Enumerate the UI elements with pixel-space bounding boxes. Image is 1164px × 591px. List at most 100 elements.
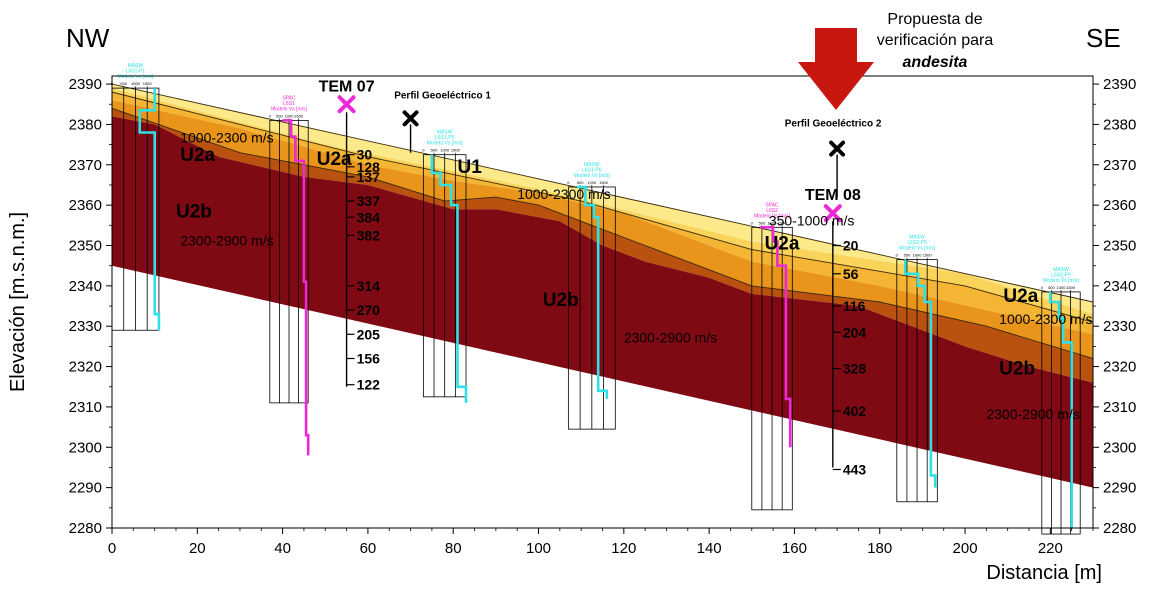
x-tick-label: 180 xyxy=(867,540,892,557)
layer-u2a_dark xyxy=(112,108,1093,383)
x-tick-label: 20 xyxy=(189,540,206,557)
unit-label: U2b xyxy=(176,201,212,222)
sounding-tick-label: 500 xyxy=(120,81,127,86)
sounding-title-line: MASW xyxy=(909,235,925,241)
tem-resistivity-value: 116 xyxy=(843,298,866,314)
sounding-title-line: L6S2-P9 xyxy=(1051,272,1071,278)
tem-resistivity-value: 30 xyxy=(357,147,373,163)
geoelectric-profile-1: Perfil Geoeléctrico 2 xyxy=(785,119,882,198)
profile-marker-x xyxy=(402,110,419,127)
velocity-profile-line xyxy=(903,259,937,488)
y-tick-label-right: 2360 xyxy=(1103,197,1136,214)
tem-soundings: TEM 0730128137337384382314270205156122TE… xyxy=(319,78,867,477)
sounding-tick-label: 1500 xyxy=(294,113,304,118)
tem-resistivity-value: 204 xyxy=(843,324,867,340)
sounding-title-line: Modelo Vs [m/s] xyxy=(1043,278,1079,284)
sounding-tick-label: 500 xyxy=(1048,285,1055,290)
velocity-profile-line xyxy=(138,88,161,331)
velocity-profile-line xyxy=(1049,291,1073,528)
velocity-range-label: 2300-2900 m/s xyxy=(180,233,273,249)
tem-resistivity-value: 337 xyxy=(357,193,381,209)
velocity-range-label: 350-1000 m/s xyxy=(769,212,855,228)
sounding-title-line: Modelo Vs [m/s] xyxy=(118,74,154,80)
y-tick-label-left: 2390 xyxy=(69,76,102,93)
profile-marker-x xyxy=(829,140,846,157)
sounding-tick-label: 1500 xyxy=(599,180,609,185)
profile-label: Perfil Geoeléctrico 1 xyxy=(394,90,491,101)
velocity-range-label: 1000-2300 m/s xyxy=(999,311,1092,327)
sounding-tick-label: 0 xyxy=(1041,285,1044,290)
velocity-profile-line xyxy=(760,226,792,448)
x-tick-label: 0 xyxy=(108,540,116,557)
tem-resistivity-value: 402 xyxy=(843,403,867,419)
y-axis-label: Elevación [m.s.n.m.] xyxy=(7,212,29,392)
y-tick-label-right: 2310 xyxy=(1103,399,1136,416)
tem-resistivity-value: 382 xyxy=(357,227,381,243)
y-tick-label-right: 2370 xyxy=(1103,157,1136,174)
x-tick-label: 80 xyxy=(445,540,462,557)
proposal-line-2: verificación para xyxy=(877,32,994,49)
geoelectric-profiles: Perfil Geoeléctrico 1 Perfil Geoeléctrico… xyxy=(394,90,882,198)
tem-resistivity-value: 205 xyxy=(357,326,381,342)
sounding-tick-label: 1000 xyxy=(768,220,778,225)
y-tick-label-left: 2290 xyxy=(69,480,102,497)
velocity-range-label: 2300-2900 m/s xyxy=(624,329,717,345)
layer-u2a_light xyxy=(112,92,1093,335)
sounding-tick-label: 0 xyxy=(422,148,425,153)
y-tick-label-left: 2310 xyxy=(69,399,102,416)
unit-label: U2b xyxy=(999,359,1035,380)
proposal-line-3: andesita xyxy=(903,54,968,71)
y-tick-label-left: 2330 xyxy=(69,318,102,335)
tem-resistivity-value: 122 xyxy=(357,377,381,393)
x-tick-label: 40 xyxy=(274,540,291,557)
tem-resistivity-value: 128 xyxy=(357,159,381,175)
sounding-tick-label: 1000 xyxy=(587,180,597,185)
sounding-tick-label: 1500 xyxy=(1066,285,1076,290)
sounding-title-line: L6S2-P5 xyxy=(907,240,927,246)
tem-resistivity-value: 328 xyxy=(843,361,867,377)
y-tick-label-left: 2300 xyxy=(69,439,102,456)
x-tick-label: 140 xyxy=(697,540,722,557)
sounding-tick-label: 1000 xyxy=(440,148,450,153)
sounding-tick-label: 0 xyxy=(896,253,899,258)
corner-nw-label: NW xyxy=(66,23,110,53)
layer-top xyxy=(112,84,1093,315)
sounding-tick-label: 1000 xyxy=(285,113,295,118)
y-tick-label-left: 2320 xyxy=(69,359,102,376)
sounding-title-line: L6S1-P1 xyxy=(126,69,146,75)
sounding-title-line: Modelo Vs [m/s] xyxy=(427,141,463,147)
sounding-tick-label: 500 xyxy=(577,180,584,185)
y-tick-label-right: 2340 xyxy=(1103,278,1136,295)
layer-u2b xyxy=(112,116,1093,488)
sounding-title-line: Modelo Vs [m/s] xyxy=(271,106,307,112)
tem-label: TEM 07 xyxy=(319,78,375,95)
sounding-title-line: MASW xyxy=(584,162,600,168)
tem-marker-x xyxy=(337,95,356,114)
velocity-range-label: 1000-2300 m/s xyxy=(517,186,610,202)
sounding-tick-label: 500 xyxy=(276,113,283,118)
velocity-profile-line xyxy=(430,154,468,403)
y-tick-label-left: 2380 xyxy=(69,116,102,133)
unit-label: U1 xyxy=(457,157,482,178)
proposal-line-1: Propuesta de xyxy=(887,11,982,28)
velocity-profile-line xyxy=(282,119,310,456)
y-tick-label-left: 2340 xyxy=(69,278,102,295)
sounding-title-line: L6S1-P6 xyxy=(582,167,602,173)
tem-resistivity-value: 314 xyxy=(357,278,381,294)
sounding-title-line: L6S2 xyxy=(766,208,778,214)
tem-label: TEM 08 xyxy=(805,187,861,204)
profile-label: Perfil Geoeléctrico 2 xyxy=(785,119,882,130)
tem-resistivity-value: 270 xyxy=(357,302,381,318)
sounding-tick-label: 1500 xyxy=(923,253,933,258)
boundary-line-1 xyxy=(112,91,1093,323)
tem-resistivity-value: 20 xyxy=(843,238,859,254)
tem-resistivity-value: 384 xyxy=(357,209,381,225)
sounding-tick-label: 1500 xyxy=(143,81,153,86)
sounding-title-line: L6S1-P5 xyxy=(435,135,455,141)
